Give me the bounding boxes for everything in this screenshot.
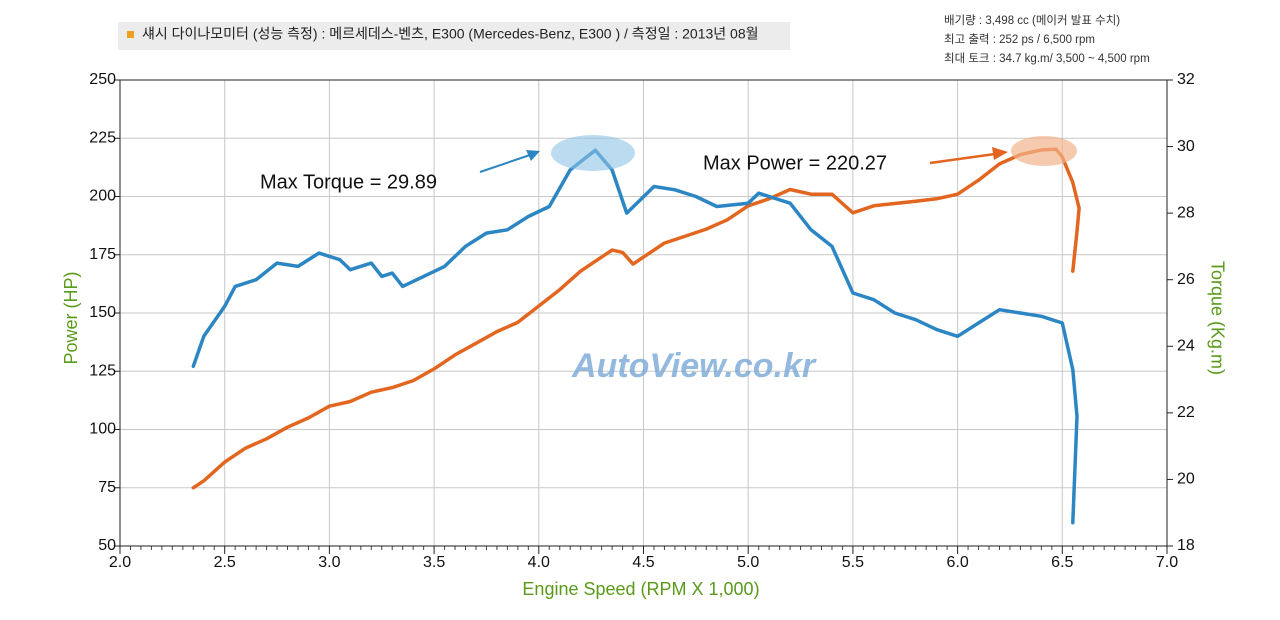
series-line [191,148,1079,525]
x-tick-label: 3.0 [318,554,340,571]
annotation: Max Torque = 29.89 [260,171,437,193]
y-tick-label: 50 [98,537,116,554]
plot-frame [119,79,1168,547]
y2-tick-label: 20 [1177,471,1195,488]
spec-line: 최대 토크 : 34.7 kg.m/ 3,500 ~ 4,500 rpm [944,52,1150,65]
x-tick-label: 6.5 [1051,554,1073,571]
y2-tick-label: 18 [1177,537,1195,554]
y-tick-label: 150 [89,304,116,321]
watermark: AutoView.co.kr [571,347,817,385]
x-tick-label: 2.0 [109,554,131,571]
annotation: Max Power = 220.27 [703,152,887,174]
y-tick-label: 175 [89,246,116,263]
chart-title: 섀시 다이나모미터 (성능 측정) : 메르세데스-벤츠, E300 (Merc… [142,26,758,42]
x-tick-label: 4.0 [528,554,550,571]
y-axis-label: Power (HP) [61,271,81,364]
title-box [118,22,790,50]
y-tick-label: 200 [89,188,116,205]
y2-tick-label: 24 [1177,338,1195,355]
y2-tick-label: 26 [1177,271,1195,288]
arrow-head [992,147,1008,160]
x-tick-label: 3.5 [423,554,445,571]
plot-area: 2.0 2.5 3.0 3.5 4.0 4.5 5.0 5.5 6.0 6.5 7.0 50 75 100… [89,71,1195,571]
x-tick-label: 5.0 [737,554,759,571]
series-line [191,147,1081,490]
x-tick-label: 2.5 [214,554,236,571]
y-tick-label: 75 [98,479,116,496]
y-tick-label: 100 [89,421,116,438]
x-tick-label: 5.5 [842,554,864,571]
spec-line: 최고 출력 : 252 ps / 6,500 rpm [944,33,1095,46]
x-axis-label: Engine Speed (RPM X 1,000) [522,579,759,599]
title-bullet [127,31,134,38]
y2-tick-label: 22 [1177,404,1195,421]
y-tick-label: 250 [89,71,116,88]
arrow [479,154,531,173]
highlight [1011,136,1077,166]
arrow [929,152,996,165]
x-tick-label: 4.5 [632,554,654,571]
y-tick-label: 125 [89,362,116,379]
y2-tick-label: 30 [1177,138,1195,155]
y2-tick-label: 32 [1177,71,1195,88]
spec-line: 배기량 : 3,498 cc (메이커 발표 수치) [944,14,1120,27]
y2-axis-label: Torque (Kg.m) [1207,261,1227,375]
y-tick-label: 225 [89,129,116,146]
x-tick-label: 6.0 [946,554,968,571]
x-tick-label: 7.0 [1156,554,1178,571]
highlight [551,135,635,171]
y2-tick-label: 28 [1177,204,1195,221]
arrow-head [526,150,540,161]
